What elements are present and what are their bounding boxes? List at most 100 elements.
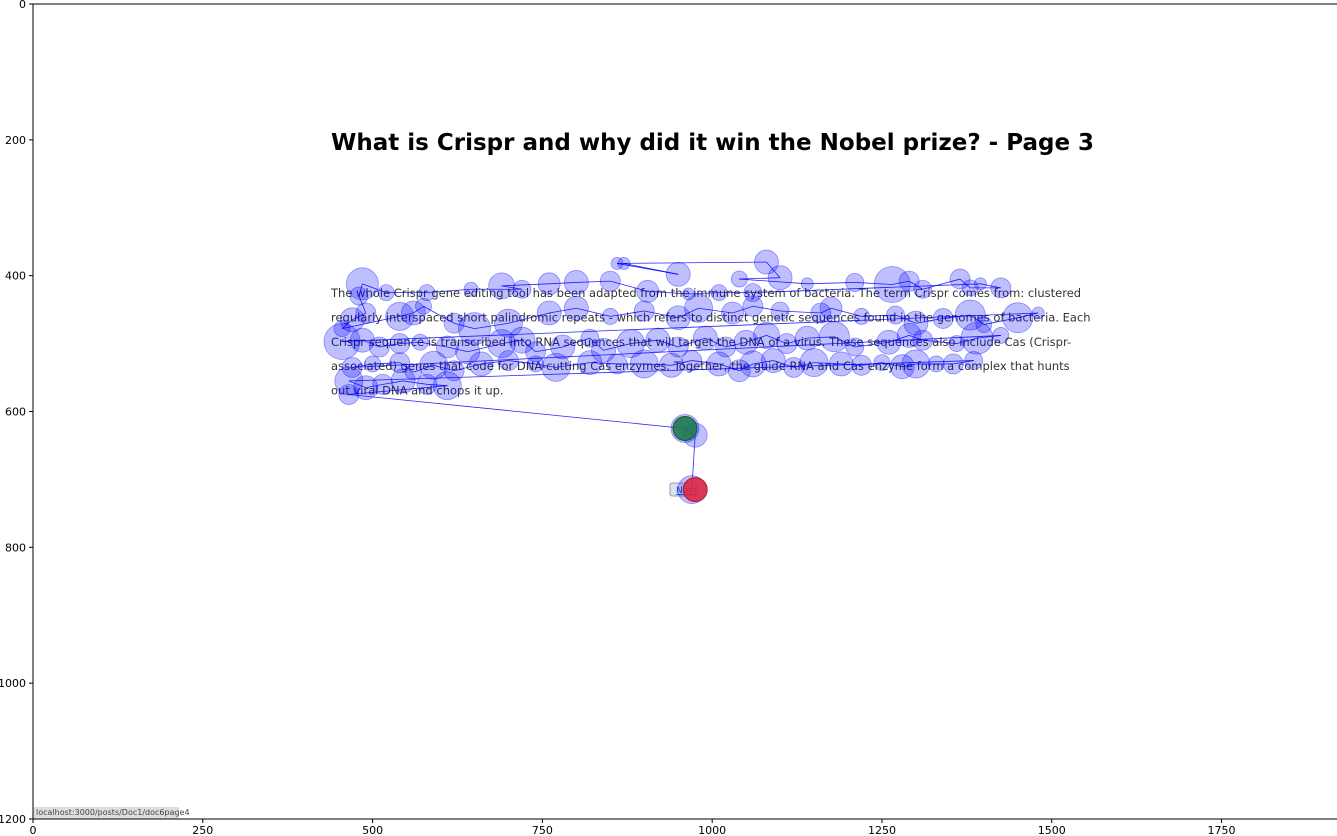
fixation-point xyxy=(599,270,621,292)
fixation-point xyxy=(415,297,432,315)
fixation-point xyxy=(954,299,986,331)
scanpath-segment xyxy=(399,312,414,317)
fixation-point xyxy=(494,308,523,338)
fixation-point xyxy=(715,336,737,358)
scanpath-segment xyxy=(980,283,1001,289)
fixation-point xyxy=(488,272,516,300)
scanpath-segment xyxy=(403,380,427,385)
scanpath-segment xyxy=(501,285,523,290)
scanpath-segment xyxy=(644,363,672,366)
fixation-point xyxy=(760,348,786,373)
scanpath-segment xyxy=(630,339,658,344)
scanpath-segment xyxy=(535,346,563,353)
scanpath-segment xyxy=(352,363,373,368)
scanpath-segment xyxy=(481,360,509,365)
scanpath-segment xyxy=(610,310,645,317)
scanpath-segment xyxy=(983,317,1018,325)
x-tick-label: 0 xyxy=(30,824,37,836)
fixation-point xyxy=(385,302,415,331)
scanpath-segment xyxy=(647,290,689,295)
scanpath-segment xyxy=(399,341,421,344)
fixation-point xyxy=(927,355,945,373)
fixation-point xyxy=(550,334,576,360)
scanpath-segment xyxy=(341,339,363,342)
fixation-point xyxy=(616,329,646,358)
fixation-point xyxy=(681,350,703,371)
scanpath-segment xyxy=(834,336,855,348)
fixation-point xyxy=(753,322,780,349)
y-tick-label: 200 xyxy=(5,134,26,147)
scanpath-segment xyxy=(589,362,618,365)
fixation-point xyxy=(617,257,631,270)
y-tick-label: 800 xyxy=(5,541,26,554)
scanpath-segment xyxy=(915,318,944,324)
scanpath-segment xyxy=(358,283,363,297)
fixation-point xyxy=(541,352,571,382)
scanpath-segment xyxy=(365,383,383,389)
scanpath-segment xyxy=(521,339,536,353)
scanpath-segment xyxy=(549,307,577,314)
fixation-point xyxy=(1002,302,1034,334)
fixation-point xyxy=(665,261,691,287)
fixation-point xyxy=(992,327,1010,344)
fixation-point xyxy=(443,360,465,382)
fixation-point xyxy=(455,339,481,365)
fixation-point xyxy=(364,355,381,373)
scanpath-segment xyxy=(786,337,808,344)
fixation-point xyxy=(706,351,732,377)
scanpath-segment xyxy=(549,282,577,285)
x-tick-label: 1500 xyxy=(1038,824,1066,836)
scanpath-segment xyxy=(678,307,699,319)
fixation-point xyxy=(349,286,369,306)
fixation-point xyxy=(692,325,718,351)
fixation-point xyxy=(353,375,379,401)
scanpath-segment xyxy=(752,283,981,294)
scanpath-segment xyxy=(372,362,400,365)
scanpath-segment xyxy=(576,307,611,317)
scanpath-segment xyxy=(399,362,414,373)
scanpath-segment xyxy=(739,278,808,285)
fixation-point xyxy=(721,301,744,325)
fixation-point xyxy=(512,279,532,299)
x-axis-ticks: 0 250 500 750 1000 1250 1500 1750 xyxy=(30,819,1236,836)
scanpath-segment xyxy=(474,322,509,330)
fixation-point xyxy=(458,312,491,346)
fixation-point xyxy=(418,284,436,302)
fixation-point xyxy=(733,329,759,355)
scanpath-segment xyxy=(688,292,719,295)
scanpath-segment xyxy=(644,310,679,319)
scanpath-segment xyxy=(678,337,706,348)
fixation-point xyxy=(389,352,411,374)
fixation-point xyxy=(975,316,993,333)
scanpath-segment xyxy=(752,305,781,312)
start-fixation-marker xyxy=(672,415,698,441)
scanpath-segment xyxy=(766,261,781,278)
y-tick-label: 400 xyxy=(5,270,26,283)
fixation-point xyxy=(355,302,377,324)
fixation-point xyxy=(889,354,915,380)
scanpath-segment xyxy=(766,335,788,344)
fixation-point xyxy=(990,277,1012,299)
scanpath-segment xyxy=(892,280,910,285)
fixation-point xyxy=(463,281,479,297)
paragraph-line: associated) genes that code for DNA-cutt… xyxy=(331,359,1070,373)
fixation-point xyxy=(810,302,832,324)
fixation-point xyxy=(404,363,422,381)
scanpath-segment xyxy=(820,307,832,314)
plot-background xyxy=(33,4,1337,819)
fixation-point xyxy=(974,277,987,291)
fixation-point xyxy=(636,279,660,303)
document-page-layer: What is Crispr and why did it win the No… xyxy=(33,130,1094,819)
scanpath-segment xyxy=(908,280,923,290)
fixation-point xyxy=(886,305,905,325)
fixation-point xyxy=(898,270,920,292)
fixation-point xyxy=(645,327,671,353)
fixation-point xyxy=(901,349,931,379)
scanpath-segment xyxy=(426,383,448,387)
scanpath-segment xyxy=(352,312,366,321)
y-tick-label: 0 xyxy=(19,0,26,11)
scanpath-segment xyxy=(348,385,448,395)
fixation-point xyxy=(339,307,365,333)
scanpath-segment xyxy=(348,360,974,382)
